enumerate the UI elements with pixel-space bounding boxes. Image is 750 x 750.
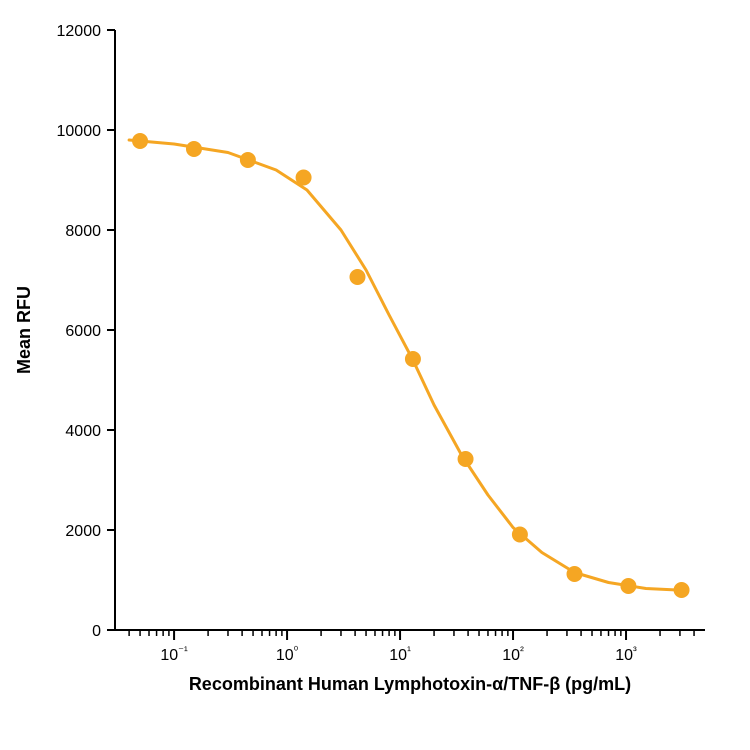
data-marker <box>349 269 365 285</box>
data-marker <box>186 141 202 157</box>
x-axis-label: Recombinant Human Lymphotoxin-α/TNF-β (p… <box>189 674 631 694</box>
y-axis-label: Mean RFU <box>14 286 34 374</box>
data-marker <box>405 351 421 367</box>
x-tick-label: 10⁰ <box>276 645 299 664</box>
y-tick-label: 0 <box>92 623 101 640</box>
data-marker <box>567 566 583 582</box>
data-marker <box>512 527 528 543</box>
y-tick-label: 12000 <box>57 23 102 40</box>
x-tick-label: 10¹ <box>389 645 411 664</box>
data-marker <box>296 170 312 186</box>
data-marker <box>132 133 148 149</box>
data-marker <box>674 582 690 598</box>
data-marker <box>458 451 474 467</box>
data-marker <box>620 578 636 594</box>
dose-response-chart: 0 2000 4000 6000 8000 10000 12000 10⁻¹ 10⁰ 10¹ 10²… <box>0 0 750 750</box>
x-tick-label: 10⁻¹ <box>160 645 188 664</box>
chart-svg: 0 2000 4000 6000 8000 10000 12000 10⁻¹ 10⁰ 10¹ 10²… <box>0 0 750 750</box>
x-tick-label: 10² <box>502 645 524 664</box>
y-tick-label: 8000 <box>65 223 101 240</box>
y-tick-label: 6000 <box>65 323 101 340</box>
x-tick-label: 10³ <box>615 645 637 664</box>
data-marker <box>240 152 256 168</box>
y-tick-label: 2000 <box>65 523 101 540</box>
y-tick-label: 4000 <box>65 423 101 440</box>
y-tick-label: 10000 <box>57 123 102 140</box>
